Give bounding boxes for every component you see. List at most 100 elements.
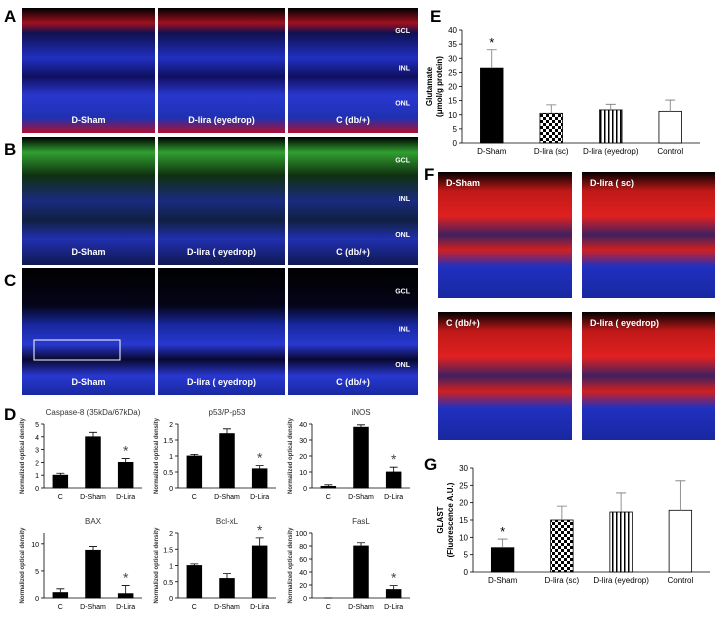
- y-axis-label: Normalized optical density: [154, 417, 160, 494]
- y-tick-label: 0: [303, 596, 307, 603]
- layer-label: GCL: [395, 288, 411, 295]
- chart-title: Bcl-xL: [216, 517, 239, 526]
- x-tick-label: D-Sham: [80, 604, 106, 611]
- x-tick-label: D-Lira: [250, 494, 269, 501]
- bar: [490, 547, 515, 573]
- chart-title: BAX: [85, 517, 102, 526]
- error-bar: [190, 563, 199, 566]
- y-tick-label: 4: [35, 435, 39, 442]
- y-tick-label: 100: [295, 531, 307, 538]
- x-tick-label: D-Lira: [116, 494, 135, 501]
- x-tick-label: D-lira (sc): [545, 576, 580, 585]
- bar: [668, 509, 693, 573]
- y-tick-label: 5: [35, 422, 39, 429]
- y-axis-label: Normalized optical density: [20, 417, 26, 494]
- sample-label: C (db/+): [336, 247, 370, 257]
- y-tick-label: 30: [459, 464, 468, 473]
- y-axis-label: Normalized optical density: [288, 527, 294, 604]
- chart-title: iNOS: [351, 408, 370, 417]
- bar: [353, 545, 369, 599]
- x-tick-label: D-Sham: [214, 604, 240, 611]
- micrograph: [288, 137, 418, 265]
- panel-letter: C: [4, 271, 16, 290]
- layer-label: ONL: [395, 101, 411, 108]
- x-tick-label: D-Sham: [348, 604, 374, 611]
- bar: [52, 474, 69, 489]
- y-tick-label: 0: [169, 596, 173, 603]
- bar: [85, 549, 101, 599]
- y-tick-label: 0.5: [163, 580, 173, 587]
- highlight-box: [33, 339, 121, 361]
- layer-label: INL: [399, 327, 411, 334]
- bar: [609, 511, 633, 573]
- y-axis-label: Glutamate: [425, 66, 434, 106]
- x-tick-label: D-Sham: [214, 494, 240, 501]
- chart-title: FasL: [352, 517, 370, 526]
- micrograph: [288, 8, 418, 133]
- error-bar: [616, 492, 627, 513]
- significance-star: *: [257, 450, 263, 466]
- error-bar: [223, 428, 231, 434]
- bar: [219, 433, 235, 489]
- y-axis-label: (Fluorescence A.U.): [446, 482, 455, 557]
- y-tick-label: 30: [299, 438, 307, 445]
- sample-label: D-Sham: [71, 247, 105, 257]
- micrograph: [582, 172, 715, 298]
- sample-label: C (db/+): [336, 115, 370, 125]
- y-tick-label: 5: [35, 569, 39, 576]
- y-tick-label: 40: [299, 570, 307, 577]
- micrograph: [22, 8, 155, 133]
- sample-label: C (db/+): [446, 318, 480, 328]
- y-axis-label: Normalized optical density: [154, 527, 160, 604]
- sample-label: C (db/+): [336, 377, 370, 387]
- panel-letter: G: [424, 455, 437, 474]
- micrograph: [438, 312, 572, 440]
- bar: [85, 436, 101, 489]
- y-tick-label: 25: [448, 68, 457, 77]
- y-tick-label: 30: [448, 54, 457, 63]
- error-bar: [556, 505, 567, 520]
- layer-label: GCL: [395, 158, 411, 165]
- error-bar: [89, 431, 97, 437]
- y-tick-label: 40: [448, 26, 457, 35]
- significance-star: *: [257, 522, 263, 538]
- x-tick-label: C: [192, 494, 197, 501]
- bar: [385, 471, 402, 489]
- y-tick-label: 5: [453, 125, 458, 134]
- error-bar: [546, 104, 557, 114]
- error-bar: [357, 542, 365, 546]
- y-axis-label: Normalized optical density: [20, 527, 26, 604]
- y-tick-label: 10: [299, 470, 307, 477]
- y-tick-label: 1: [169, 564, 173, 571]
- x-tick-label: C: [326, 494, 331, 501]
- bar: [539, 112, 563, 144]
- x-tick-label: D-Sham: [348, 494, 374, 501]
- y-tick-label: 0: [35, 486, 39, 493]
- x-tick-label: Control: [667, 576, 693, 585]
- bar: [251, 545, 268, 599]
- y-tick-label: 1.5: [163, 547, 173, 554]
- y-tick-label: 0: [169, 486, 173, 493]
- micrograph: [288, 268, 418, 395]
- chart-title: p53/P-p53: [209, 408, 246, 417]
- layer-label: ONL: [395, 232, 411, 239]
- bar: [251, 468, 268, 489]
- panel-letter: B: [4, 140, 16, 159]
- bar: [117, 593, 134, 599]
- error-bar: [324, 484, 333, 487]
- layer-label: ONL: [395, 362, 411, 369]
- layer-label: INL: [399, 66, 411, 73]
- sample-label: D-Sham: [71, 115, 105, 125]
- x-tick-label: C: [58, 604, 63, 611]
- error-bar: [121, 585, 130, 594]
- sample-label: D-lira ( eyedrop): [590, 318, 659, 328]
- error-bar: [675, 480, 686, 511]
- x-tick-label: D-Lira: [384, 604, 403, 611]
- bar: [599, 109, 623, 144]
- x-tick-label: D-Lira: [384, 494, 403, 501]
- x-tick-label: D-Sham: [477, 147, 507, 156]
- x-tick-label: D-lira (eyedrop): [593, 576, 649, 585]
- error-bar: [389, 585, 398, 590]
- y-tick-label: 40: [299, 422, 307, 429]
